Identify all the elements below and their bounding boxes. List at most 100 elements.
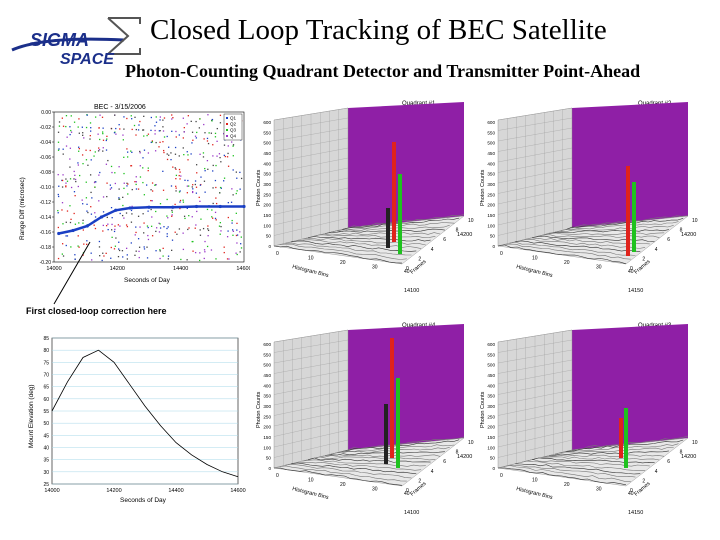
- chart-title: BEC - 3/15/2006: [94, 104, 146, 111]
- scatter-point: [119, 128, 121, 130]
- x-tick-label: 40: [404, 269, 410, 275]
- scatter-point: [69, 205, 71, 207]
- legend-item: Q4: [230, 134, 237, 139]
- scatter-point: [195, 137, 198, 139]
- scatter-point: [192, 184, 194, 186]
- scatter-point: [115, 237, 117, 239]
- scatter-point: [216, 127, 218, 130]
- scatter-point: [77, 126, 79, 128]
- scatter-point: [206, 140, 209, 142]
- scatter-point: [139, 226, 141, 228]
- scatter-point: [171, 209, 173, 212]
- y-tick-label: 10: [468, 218, 474, 224]
- scatter-point: [102, 150, 104, 152]
- scatter-point: [154, 125, 156, 127]
- scatter-point: [58, 125, 61, 127]
- scatter-point: [74, 178, 77, 181]
- scatter-point: [191, 240, 193, 243]
- peak-bar: [384, 404, 388, 464]
- scatter-point: [182, 137, 184, 139]
- x-tick-label: 0: [276, 473, 279, 479]
- y-tick-label: 45: [43, 433, 49, 439]
- scatter-point: [212, 170, 214, 172]
- scatter-point: [175, 174, 178, 177]
- scatter-point: [231, 229, 234, 231]
- scatter-point: [127, 193, 129, 195]
- scatter-point: [171, 211, 173, 213]
- track-point: [99, 215, 104, 219]
- sigma-icon: [105, 17, 141, 55]
- track-point: [128, 206, 132, 210]
- scatter-point: [138, 124, 140, 126]
- sigma-space-logo: SIGMA SPACE: [11, 17, 141, 68]
- scatter-point: [178, 134, 180, 136]
- histogram-trace: [566, 218, 684, 230]
- scatter-point: [135, 183, 137, 186]
- y-tick-label: 8: [456, 228, 459, 234]
- scatter-point: [232, 169, 234, 171]
- z-tick-label: 100: [487, 223, 495, 228]
- scatter-point: [79, 174, 81, 177]
- scatter-point: [191, 186, 193, 188]
- scatter-point: [179, 201, 181, 203]
- scatter-point: [236, 229, 238, 231]
- scatter-point: [102, 147, 104, 149]
- scatter-point: [101, 116, 104, 118]
- z-tick-label: 200: [263, 203, 271, 208]
- x-tick-label: 40: [404, 491, 410, 497]
- z-tick-label: 600: [263, 120, 271, 125]
- scatter-point: [192, 240, 194, 243]
- scatter-point: [187, 159, 189, 161]
- scatter-point: [66, 180, 69, 182]
- y-tick-label: 70: [43, 373, 49, 379]
- z-tick-label: 50: [266, 234, 272, 239]
- scatter-point: [106, 195, 108, 198]
- x-tick-label: 14200: [110, 266, 125, 272]
- time-tick-label: 14100: [404, 288, 419, 294]
- scatter-point: [175, 130, 177, 133]
- y-tick-label: 75: [43, 360, 49, 366]
- scatter-point: [82, 134, 84, 136]
- scatter-point: [203, 123, 205, 126]
- scatter-point: [115, 133, 117, 135]
- scatter-point: [182, 199, 184, 201]
- scatter-point: [118, 248, 120, 250]
- z-tick-label: 100: [263, 445, 271, 450]
- y-tick-label: 50: [43, 421, 49, 427]
- scatter-point: [121, 214, 124, 217]
- peak-bar: [624, 408, 628, 468]
- scatter-point: [70, 218, 72, 220]
- scatter-point: [65, 186, 67, 188]
- scatter-point: [223, 177, 226, 179]
- x-tick-label: 0: [500, 473, 503, 479]
- scatter-point: [155, 121, 158, 123]
- scatter-point: [186, 151, 188, 153]
- track-point: [242, 204, 246, 209]
- scatter-point: [171, 130, 173, 132]
- scatter-point: [77, 245, 79, 247]
- peak-bar: [632, 182, 636, 252]
- scatter-point: [119, 225, 121, 227]
- histogram-trace: [509, 241, 636, 256]
- scatter-point: [202, 152, 205, 154]
- scatter-point: [159, 249, 161, 251]
- scatter-point: [235, 252, 237, 254]
- scatter-point: [142, 167, 144, 169]
- scatter-point: [235, 212, 237, 214]
- y-tick-label: 55: [43, 409, 49, 415]
- scatter-point: [174, 203, 176, 206]
- scatter-point: [236, 242, 238, 244]
- scatter-point: [232, 230, 235, 232]
- scatter-point: [207, 229, 210, 232]
- histogram-trace: [296, 461, 422, 471]
- histogram-trace: [285, 242, 412, 256]
- scatter-point: [195, 224, 197, 226]
- scatter-point: [94, 186, 96, 188]
- scatter-point: [211, 118, 214, 121]
- scatter-point: [215, 219, 217, 221]
- scatter-point: [123, 187, 125, 190]
- scatter-point: [74, 254, 76, 256]
- scatter-point: [66, 235, 69, 237]
- back-wall: [572, 324, 688, 450]
- peak-bar: [398, 174, 402, 254]
